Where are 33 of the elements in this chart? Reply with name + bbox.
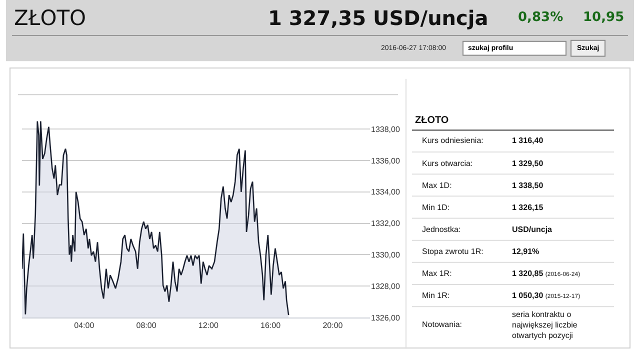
text: 1 329,50 <box>512 159 544 168</box>
y-tick-label: 1334,00 <box>371 188 400 197</box>
text: Notowania: <box>422 320 462 329</box>
text: 1 316,40 <box>512 136 544 145</box>
text: Max 1R: <box>422 269 452 278</box>
text: USD/uncja <box>512 225 553 234</box>
chart-title: ZŁOTO <box>14 6 86 30</box>
text: 0,83% <box>518 10 564 25</box>
text: Jednostka: <box>422 225 461 234</box>
text: 12,91% <box>512 247 540 256</box>
text: 1 326,15 <box>512 203 544 212</box>
y-tick-label: 1338,00 <box>371 124 400 134</box>
text: 10,95 <box>583 10 624 25</box>
y-tick-label: 1336,00 <box>371 156 400 166</box>
x-tick-label: 20:00 <box>322 321 344 330</box>
x-tick-label: 12:00 <box>198 321 219 330</box>
y-tick-label: 1332,00 <box>371 219 400 228</box>
y-tick-label: 1330,00 <box>371 250 400 260</box>
text: Min 1D: <box>422 203 450 212</box>
x-tick-label: 08:00 <box>136 321 157 330</box>
text: ZŁOTO <box>415 115 449 126</box>
x-tick-label: 04:00 <box>74 321 95 330</box>
text: Kurs odniesienia: <box>422 136 484 145</box>
text: Kurs otwarcia: <box>422 159 473 168</box>
text: Stopa zwrotu 1R: <box>422 247 484 256</box>
y-tick-label: 1326,00 <box>371 313 400 322</box>
text: Max 1D: <box>422 181 452 190</box>
text: Min 1R: <box>422 291 450 300</box>
text: 1 327,35 USD/uncja <box>268 6 488 30</box>
text: seria kontraktu o największej liczbie otwartych pozycji <box>512 310 578 340</box>
y-tick-label: 1328,00 <box>371 282 400 291</box>
text: 1 338,50 <box>512 181 544 190</box>
x-tick-label: 16:00 <box>260 321 282 330</box>
